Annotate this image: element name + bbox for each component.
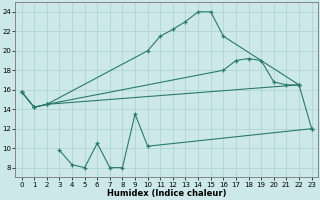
X-axis label: Humidex (Indice chaleur): Humidex (Indice chaleur): [107, 189, 226, 198]
